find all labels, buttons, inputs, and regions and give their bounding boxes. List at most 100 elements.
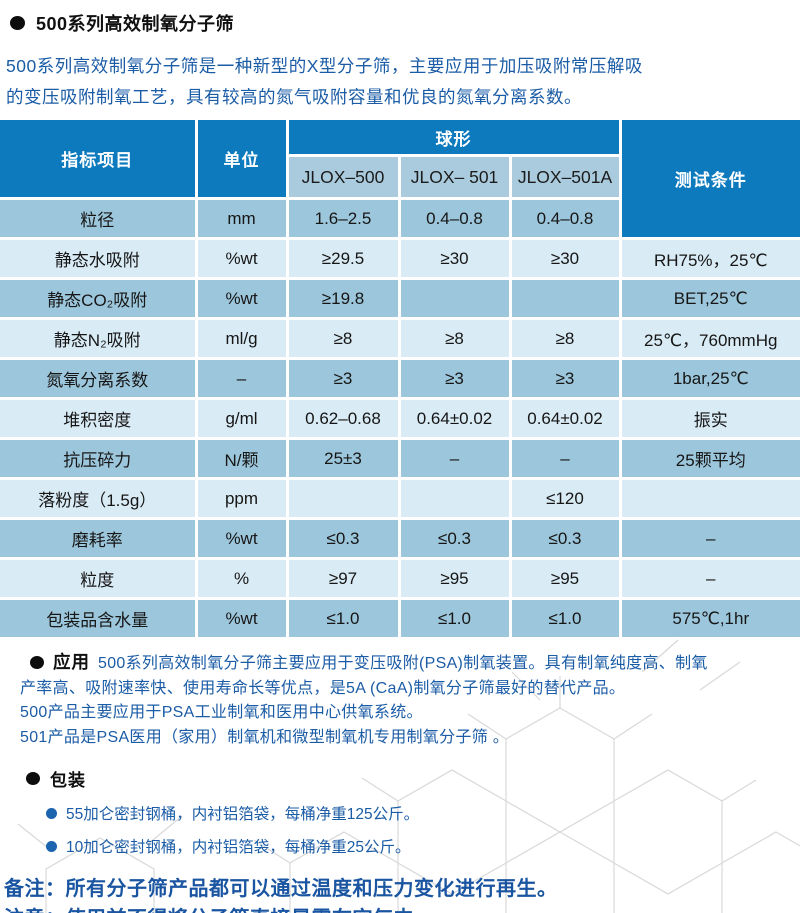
cell-value: ≥30	[399, 238, 512, 280]
cell-item: 包装品含水量	[0, 598, 198, 637]
cell-value: ≥95	[399, 558, 512, 600]
notes-section: 备注：所有分子筛产品都可以通过温度和压力变化进行再生。 注意：使用前不得将分子筛…	[0, 874, 800, 913]
packaging-label: 包装	[50, 771, 86, 790]
cell-test: –	[620, 518, 800, 560]
table-row: 磨耗率 %wt ≤0.3 ≤0.3 ≤0.3–	[0, 518, 800, 560]
item-bullet-icon	[46, 807, 57, 819]
cell-value: ≤0.3	[399, 518, 512, 560]
cell-value: ≥3	[399, 358, 512, 400]
packaging-section: 包装 55加仑密封钢桶，内衬铝箔袋，每桶净重125公斤。 10加仑密封钢桶，内衬…	[0, 766, 800, 857]
cell-value: 25±3	[287, 438, 401, 480]
cell-value: ≥3	[287, 358, 401, 400]
cell-test: BET,25℃	[620, 278, 800, 320]
cell-unit: %wt	[196, 278, 289, 320]
table-row: 粒度% ≥97 ≥95 ≥95–	[0, 558, 800, 600]
cell-value: 0.64±0.02	[399, 398, 512, 440]
intro-line-1: 500系列高效制氧分子筛是一种新型的X型分子筛，主要应用于加压吸附常压解吸	[6, 56, 643, 76]
table-row: 静态CO₂吸附 %wt ≥19.8 BET,25℃	[0, 278, 800, 320]
table-row: 静态水吸附 %wt ≥29.5 ≥30 ≥30 RH75%，25℃	[0, 238, 800, 280]
cell-value: ≥30	[510, 238, 622, 280]
cell-value: ≤1.0	[510, 598, 622, 637]
cell-item: 堆积密度	[0, 398, 198, 440]
table-row: 抗压碎力 N/颗 25±3– –25颗平均	[0, 438, 800, 480]
application-label: 应用	[53, 652, 90, 672]
cell-unit: ppm	[196, 478, 289, 520]
intro-paragraph: 500系列高效制氧分子筛是一种新型的X型分子筛，主要应用于加压吸附常压解吸 的变…	[6, 51, 800, 113]
cell-test: –	[620, 558, 800, 600]
packaging-item: 55加仑密封钢桶，内衬铝箔袋，每桶净重125公斤。	[0, 802, 800, 824]
cell-value: ≥97	[287, 558, 401, 600]
cell-value: ≥8	[510, 318, 622, 360]
cell-unit: –	[196, 358, 289, 400]
table-row: 落粉度（1.5g） ppm ≤120	[0, 478, 800, 520]
cell-unit: %wt	[196, 598, 289, 637]
header-product-2: JLOX– 501	[399, 155, 512, 200]
note-caution-line: 注意：使用前不得将分子筛直接暴露在空气中。	[4, 904, 800, 913]
cell-item: 静态水吸附	[0, 238, 198, 280]
packaging-item: 10加仑密封钢桶，内衬铝箔袋，每桶净重25公斤。	[0, 835, 800, 857]
cell-value: –	[510, 438, 622, 480]
cell-value	[399, 278, 512, 320]
table-row: 包装品含水量 %wt ≤1.0 ≤1.0 ≤1.0 575℃,1hr	[0, 598, 800, 637]
cell-unit: g/ml	[196, 398, 289, 440]
cell-value: 0.4–0.8	[399, 198, 512, 240]
cell-unit: %wt	[196, 518, 289, 560]
cell-test: 振实	[620, 398, 800, 440]
cell-value: 0.64±0.02	[510, 398, 622, 440]
application-line: 501产品是PSA医用（家用）制氧机和微型制氧机专用制氧分子筛 。	[20, 728, 510, 746]
packaging-item-text: 10加仑密封钢桶，内衬铝箔袋，每桶净重25公斤。	[66, 839, 411, 856]
item-bullet-icon	[46, 840, 57, 852]
header-unit: 单位	[196, 120, 289, 200]
cell-item: 落粉度（1.5g）	[0, 478, 198, 520]
cell-value: ≥19.8	[287, 278, 401, 320]
cell-test: 1bar,25℃	[620, 358, 800, 400]
header-shape-group: 球形	[287, 120, 622, 157]
application-inline-text: 500系列高效制氧分子筛主要应用于变压吸附(PSA)制氧装置。具有制氧纯度高、制…	[98, 655, 708, 672]
cell-value: 0.4–0.8	[510, 198, 622, 240]
cell-value: ≤1.0	[287, 598, 401, 637]
header-test: 测试条件	[620, 120, 800, 240]
spec-table: 指标项目 单位 球形 测试条件 JLOX–500 JLOX– 501 JLOX–…	[0, 120, 800, 637]
application-line: 产率高、吸附速率快、使用寿命长等优点，是5A (CaA)制氧分子筛最好的替代产品…	[20, 679, 626, 697]
cell-item: 静态CO₂吸附	[0, 278, 198, 320]
application-section: 应用 500系列高效制氧分子筛主要应用于变压吸附(PSA)制氧装置。具有制氧纯度高…	[0, 650, 800, 750]
cell-value: ≤0.3	[287, 518, 401, 560]
cell-unit: ml/g	[196, 318, 289, 360]
cell-value: ≤0.3	[510, 518, 622, 560]
cell-value: –	[399, 438, 512, 480]
cell-unit: %	[196, 558, 289, 600]
cell-value: ≥3	[510, 358, 622, 400]
header-item: 指标项目	[0, 120, 198, 200]
cell-test	[620, 478, 800, 520]
application-heading: 应用 500系列高效制氧分子筛主要应用于变压吸附(PSA)制氧装置。具有制氧纯度高…	[0, 650, 800, 677]
table-header-row-2: JLOX–500 JLOX– 501 JLOX–501A	[0, 155, 800, 200]
table-row: 静态N₂吸附 ml/g ≥8 ≥8 ≥8 25℃，760mmHg	[0, 318, 800, 360]
note-remark-text: 所有分子筛产品都可以通过温度和压力变化进行再生。	[65, 878, 558, 900]
page-title-row: 500系列高效制氧分子筛	[0, 0, 800, 36]
cell-test: 25颗平均	[620, 438, 800, 480]
spec-table-body: 指标项目 单位 球形 测试条件 JLOX–500 JLOX– 501 JLOX–…	[0, 120, 800, 637]
cell-item: 磨耗率	[0, 518, 198, 560]
cell-value: ≥29.5	[287, 238, 401, 280]
application-line: 500产品主要应用于PSA工业制氧和医用中心供氧系统。	[20, 704, 423, 721]
note-caution-text: 使用前不得将分子筛直接暴露在空气中。	[66, 908, 435, 913]
packaging-item-text: 55加仑密封钢桶，内衬铝箔袋，每桶净重125公斤。	[66, 806, 420, 823]
cell-item: 粒度	[0, 558, 198, 600]
cell-unit: %wt	[196, 238, 289, 280]
cell-item: 粒径	[0, 198, 198, 240]
note-remark-line: 备注：所有分子筛产品都可以通过温度和压力变化进行再生。	[4, 874, 800, 904]
cell-value	[399, 478, 512, 520]
cell-item: 抗压碎力	[0, 438, 198, 480]
cell-value: 1.6–2.5	[287, 198, 401, 240]
note-caution-label: 注意：	[4, 908, 66, 913]
packaging-bullet-icon	[26, 772, 40, 785]
cell-unit: mm	[196, 198, 289, 240]
cell-item: 静态N₂吸附	[0, 318, 198, 360]
cell-value: 0.62–0.68	[287, 398, 401, 440]
page-title: 500系列高效制氧分子筛	[36, 14, 235, 34]
cell-value	[510, 278, 622, 320]
cell-unit: N/颗	[196, 438, 289, 480]
